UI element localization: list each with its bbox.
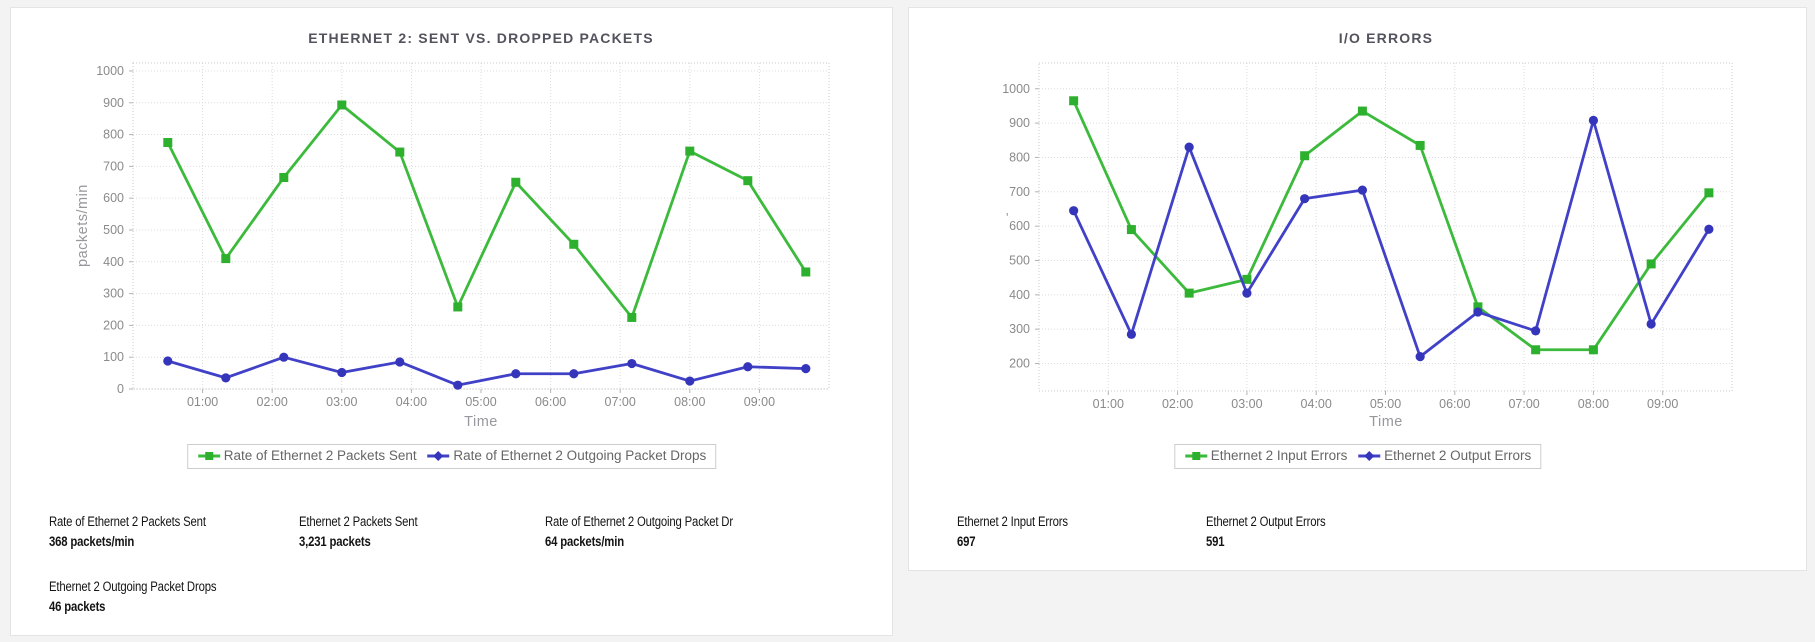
svg-text:300: 300 xyxy=(1009,322,1030,336)
green-square-marker-icon xyxy=(197,451,220,460)
svg-text:06:00: 06:00 xyxy=(1439,397,1470,411)
svg-text:200: 200 xyxy=(103,318,124,332)
svg-text:800: 800 xyxy=(1009,150,1030,164)
stat-input-errors: Ethernet 2 Input Errors 697 xyxy=(957,514,1068,550)
legend-item-output-errors: Ethernet 2 Output Errors xyxy=(1357,448,1531,463)
svg-text:08:00: 08:00 xyxy=(674,395,705,409)
x-axis-label: Time xyxy=(464,414,498,430)
stat-packet-drops: Ethernet 2 Outgoing Packet Drops 46 pack… xyxy=(49,579,217,615)
stat-rate-packets-sent: Rate of Ethernet 2 Packets Sent 368 pack… xyxy=(49,514,206,550)
svg-text:900: 900 xyxy=(1009,116,1030,130)
svg-text:01:00: 01:00 xyxy=(187,395,218,409)
stat-value: 697 xyxy=(957,534,976,549)
svg-text:03:00: 03:00 xyxy=(326,395,357,409)
io-errors-panel: I/O ERRORS ' 200 300 400 500 600 700 800 900 100… xyxy=(908,7,1807,571)
chart-legend: Ethernet 2 Input Errors Ethernet 2 Outpu… xyxy=(1173,444,1542,469)
svg-text:07:00: 07:00 xyxy=(1508,397,1539,411)
svg-text:08:00: 08:00 xyxy=(1578,397,1609,411)
stat-rate-packet-drops: Rate of Ethernet 2 Outgoing Packet Dr 64… xyxy=(545,514,733,550)
legend-label: Ethernet 2 Input Errors xyxy=(1210,448,1348,463)
legend-label: Rate of Ethernet 2 Packets Sent xyxy=(223,448,417,463)
svg-text:06:00: 06:00 xyxy=(535,395,566,409)
svg-text:03:00: 03:00 xyxy=(1231,397,1262,411)
stat-label: Rate of Ethernet 2 Outgoing Packet Dr xyxy=(545,514,733,529)
svg-text:800: 800 xyxy=(103,128,124,142)
chart-title: ETHERNET 2: SENT VS. DROPPED PACKETS xyxy=(308,30,654,46)
svg-text:04:00: 04:00 xyxy=(1301,397,1332,411)
svg-text:400: 400 xyxy=(103,255,124,269)
green-square-marker-icon xyxy=(1184,451,1207,460)
y-axis-label: ' xyxy=(1006,210,1009,225)
svg-text:01:00: 01:00 xyxy=(1093,397,1124,411)
svg-text:09:00: 09:00 xyxy=(744,395,775,409)
svg-text:600: 600 xyxy=(1009,219,1030,233)
svg-text:07:00: 07:00 xyxy=(605,395,636,409)
sent-dropped-chart: 0 100 200 300 400 500 600 700 800 900 1000 01:00 02:… xyxy=(96,62,830,409)
stat-value: 64 packets/min xyxy=(545,534,624,549)
svg-text:900: 900 xyxy=(103,96,124,110)
stat-label: Ethernet 2 Input Errors xyxy=(957,514,1068,529)
legend-label: Rate of Ethernet 2 Outgoing Packet Drops xyxy=(453,448,707,463)
svg-text:04:00: 04:00 xyxy=(396,395,427,409)
stat-value: 3,231 packets xyxy=(299,534,371,549)
legend-label: Ethernet 2 Output Errors xyxy=(1384,448,1532,463)
svg-text:02:00: 02:00 xyxy=(257,395,288,409)
svg-text:1000: 1000 xyxy=(96,64,124,78)
chart-legend: Rate of Ethernet 2 Packets Sent Rate of … xyxy=(186,444,717,469)
svg-text:09:00: 09:00 xyxy=(1647,397,1678,411)
svg-text:05:00: 05:00 xyxy=(465,395,496,409)
svg-text:300: 300 xyxy=(103,287,124,301)
svg-text:05:00: 05:00 xyxy=(1370,397,1401,411)
io-errors-chart: 200 300 400 500 600 700 800 900 1000 01:00 02:00 03… xyxy=(1002,62,1733,411)
stat-value: 46 packets xyxy=(49,599,106,614)
stat-output-errors: Ethernet 2 Output Errors 591 xyxy=(1206,514,1326,550)
legend-item-packets-sent: Rate of Ethernet 2 Packets Sent xyxy=(197,448,417,463)
stat-label: Ethernet 2 Outgoing Packet Drops xyxy=(49,579,217,594)
svg-text:1000: 1000 xyxy=(1002,82,1030,96)
svg-text:02:00: 02:00 xyxy=(1162,397,1193,411)
legend-item-input-errors: Ethernet 2 Input Errors xyxy=(1184,448,1348,463)
svg-text:200: 200 xyxy=(1009,357,1030,371)
svg-text:700: 700 xyxy=(103,159,124,173)
x-axis-label: Time xyxy=(1369,414,1403,430)
stat-label: Ethernet 2 Packets Sent xyxy=(299,514,418,529)
chart-title: I/O ERRORS xyxy=(1338,30,1434,46)
stat-value: 591 xyxy=(1206,534,1225,549)
svg-text:0: 0 xyxy=(117,382,124,396)
stat-label: Ethernet 2 Output Errors xyxy=(1206,514,1326,529)
stat-value: 368 packets/min xyxy=(49,534,135,549)
svg-text:700: 700 xyxy=(1009,185,1030,199)
blue-diamond-marker-icon xyxy=(1358,450,1381,461)
stat-label: Rate of Ethernet 2 Packets Sent xyxy=(49,514,206,529)
blue-diamond-marker-icon xyxy=(427,450,450,461)
legend-item-packet-drops: Rate of Ethernet 2 Outgoing Packet Drops xyxy=(426,448,706,463)
stat-packets-sent: Ethernet 2 Packets Sent 3,231 packets xyxy=(299,514,418,550)
svg-text:500: 500 xyxy=(103,223,124,237)
svg-text:500: 500 xyxy=(1009,253,1030,267)
svg-text:600: 600 xyxy=(103,191,124,205)
ethernet2-sent-dropped-panel: ETHERNET 2: SENT VS. DROPPED PACKETS pac… xyxy=(10,7,893,636)
svg-text:100: 100 xyxy=(103,350,124,364)
svg-text:400: 400 xyxy=(1009,288,1030,302)
